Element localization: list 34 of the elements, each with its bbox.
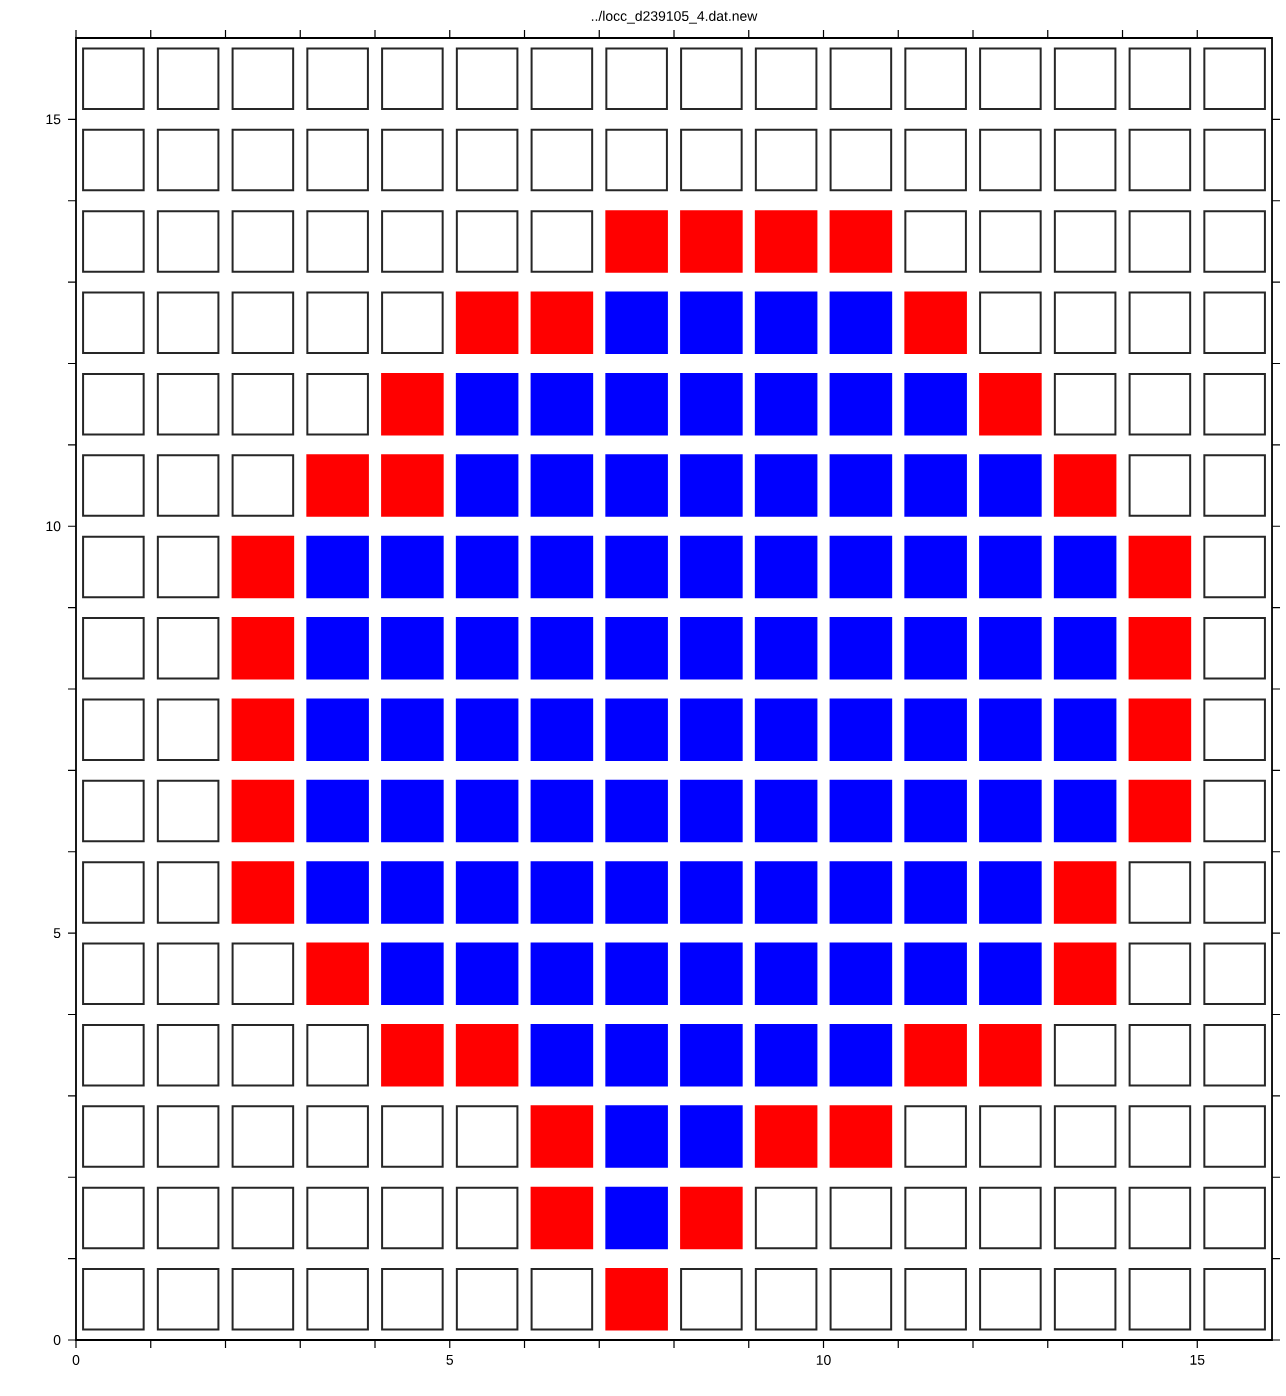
point xyxy=(829,1105,893,1168)
point xyxy=(530,291,594,355)
point xyxy=(530,1105,594,1168)
point xyxy=(530,1186,594,1250)
point xyxy=(904,1023,967,1087)
point xyxy=(1128,698,1192,761)
point xyxy=(754,1105,818,1168)
point xyxy=(455,1023,519,1087)
point xyxy=(455,291,519,355)
point xyxy=(680,1186,743,1250)
point xyxy=(829,210,893,273)
point xyxy=(754,210,818,273)
point xyxy=(1128,535,1192,599)
point xyxy=(306,942,369,1006)
point xyxy=(1053,454,1117,517)
point xyxy=(605,210,668,273)
point xyxy=(381,454,444,517)
point xyxy=(1128,779,1192,843)
point xyxy=(231,779,295,843)
point xyxy=(605,1268,668,1331)
point xyxy=(231,698,295,761)
point xyxy=(680,210,743,273)
point xyxy=(231,861,295,924)
point xyxy=(381,372,444,436)
point xyxy=(1053,942,1117,1006)
point xyxy=(979,1023,1042,1087)
point xyxy=(1128,617,1192,680)
point xyxy=(979,372,1042,436)
point xyxy=(1053,861,1117,924)
point xyxy=(231,617,295,680)
point xyxy=(306,454,369,517)
point xyxy=(904,291,967,355)
point xyxy=(231,535,295,599)
point xyxy=(381,1023,444,1087)
